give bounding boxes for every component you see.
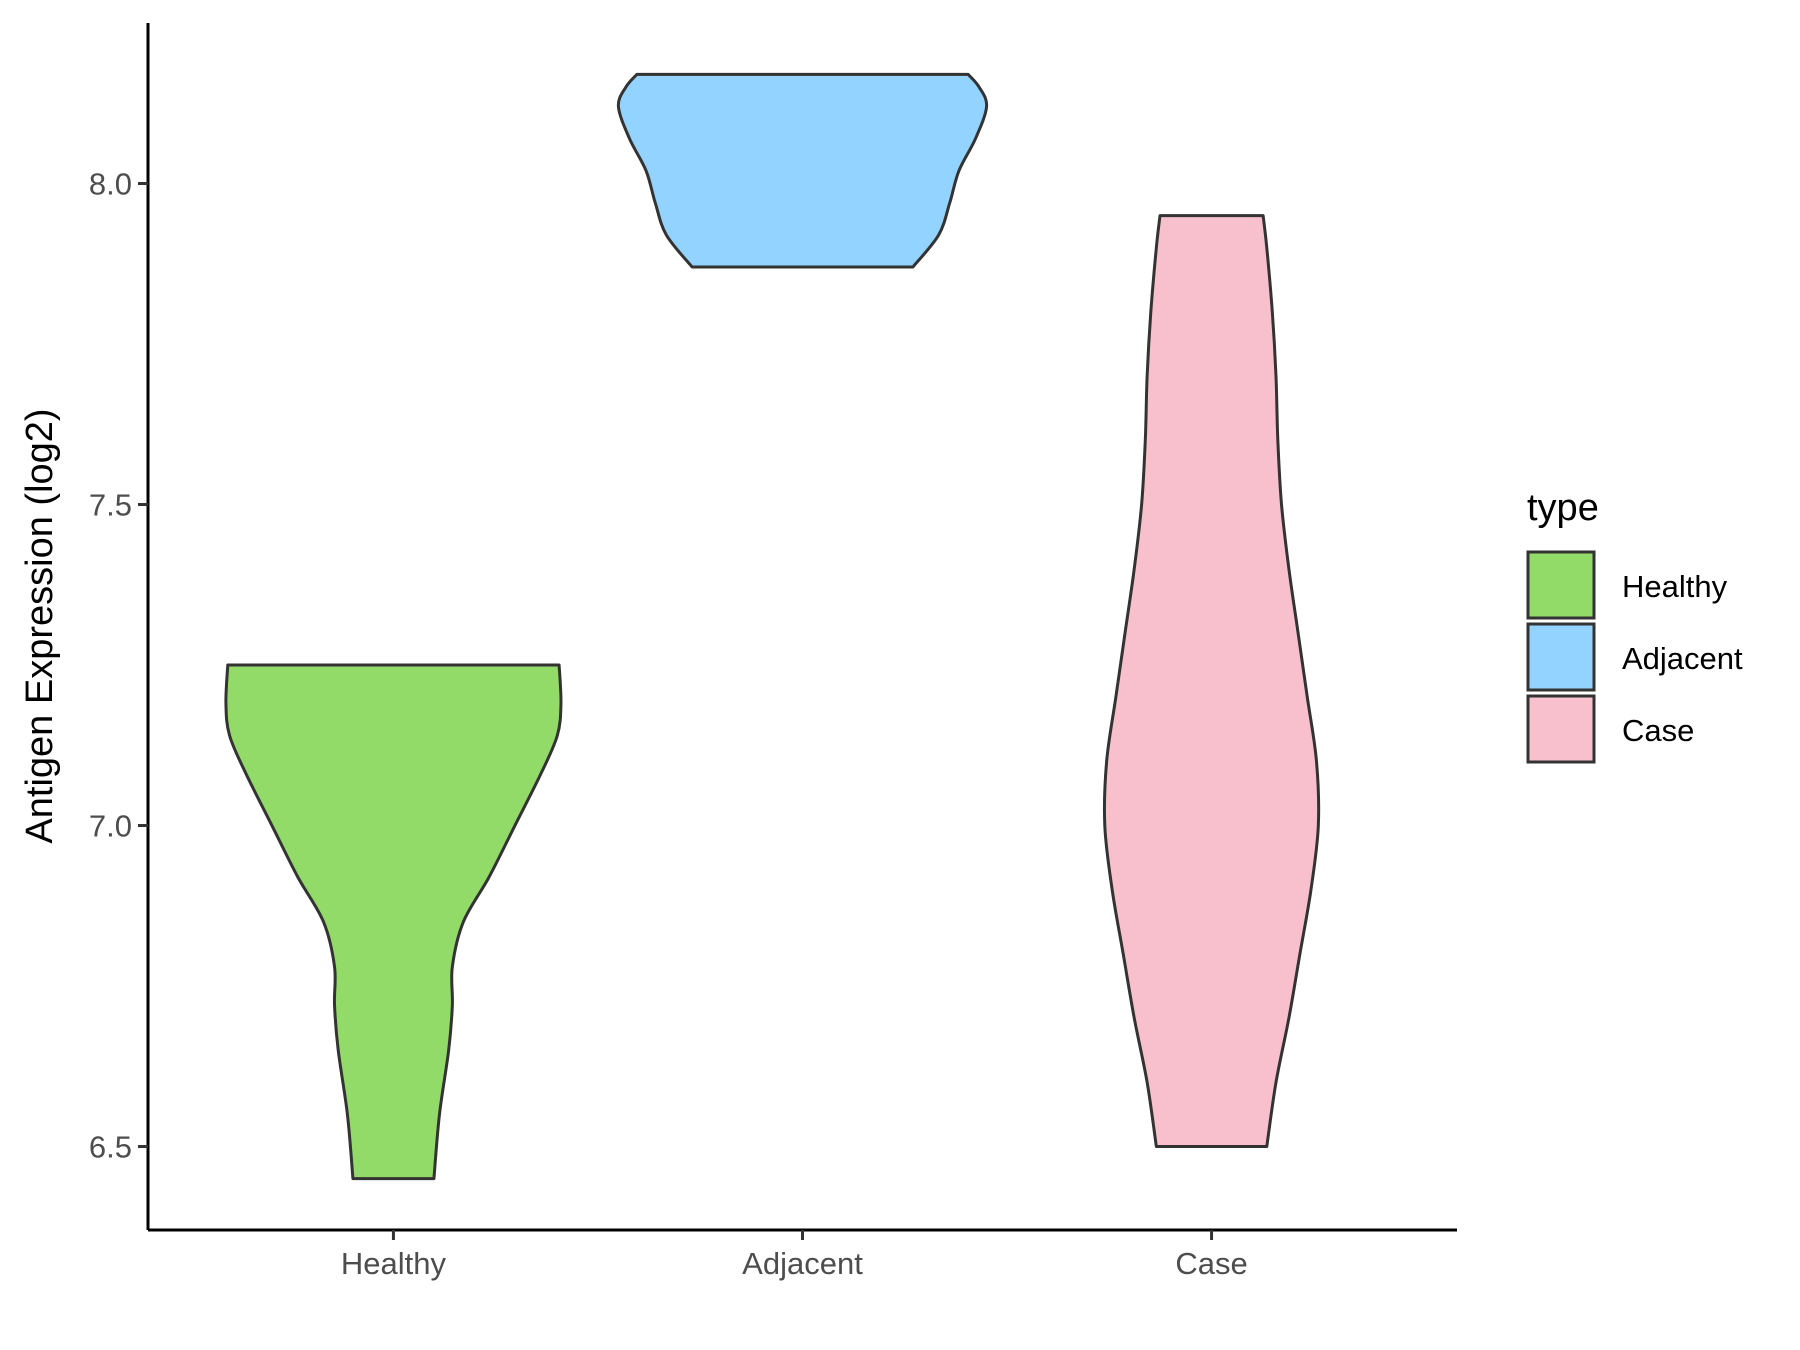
- x-tick-label: Case: [1175, 1246, 1247, 1281]
- violin-healthy: [224, 663, 563, 1181]
- legend-key-healthy: [1526, 550, 1596, 620]
- legend-label: Case: [1622, 713, 1694, 748]
- x-tick-label: Adjacent: [742, 1246, 863, 1281]
- legend: type Healthy Adjacent Case: [1526, 487, 1743, 764]
- y-ticks: 6.5 7.0 7.5 8.0: [89, 167, 148, 1165]
- y-tick-label: 7.0: [89, 809, 132, 844]
- y-tick-label: 6.5: [89, 1130, 132, 1165]
- axes: 6.5 7.0 7.5 8.0 Healthy Adjacent Case: [89, 23, 1457, 1281]
- violin-layer: [224, 72, 1321, 1181]
- violin-adjacent: [616, 72, 989, 269]
- legend-label: Adjacent: [1622, 641, 1743, 676]
- legend-label: Healthy: [1622, 569, 1728, 604]
- y-axis-title: Antigen Expression (log2): [19, 408, 61, 843]
- legend-key-case: [1526, 694, 1596, 764]
- x-tick-label: Healthy: [341, 1246, 447, 1281]
- legend-items: Healthy Adjacent Case: [1526, 550, 1743, 764]
- x-ticks: Healthy Adjacent Case: [341, 1230, 1248, 1281]
- y-tick-label: 8.0: [89, 167, 132, 202]
- legend-title: type: [1527, 487, 1599, 529]
- legend-key-adjacent: [1526, 622, 1596, 692]
- violin-case: [1102, 214, 1321, 1149]
- y-tick-label: 7.5: [89, 488, 132, 523]
